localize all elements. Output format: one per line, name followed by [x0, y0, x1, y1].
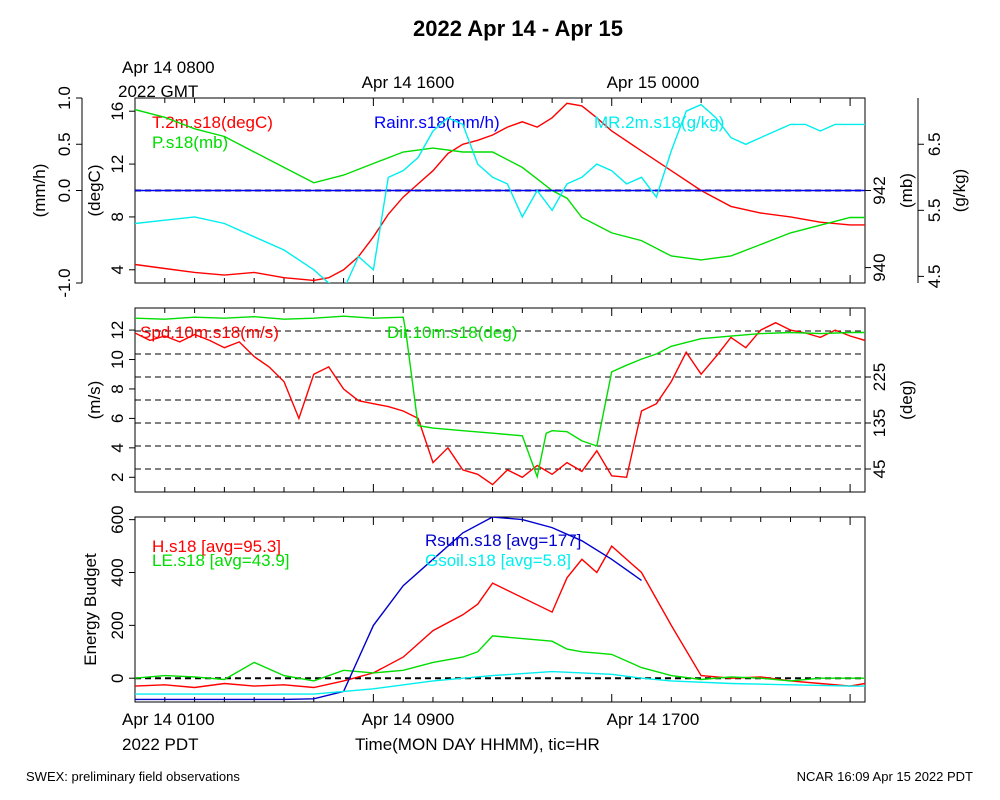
y-tick-label: 0 [108, 673, 127, 682]
series-line-2-1 [135, 635, 865, 682]
legend-label-1-1: Dir.10m.s18(deg) [387, 323, 517, 342]
series-line-2-2 [135, 517, 642, 701]
y-tick-label: 400 [108, 558, 127, 586]
bottom-time-labels: Apr 14 0100 2022 PDT Apr 14 0900 Apr 14 … [122, 710, 699, 754]
y-axis-label: (g/kg) [950, 169, 969, 212]
top-time-label-0b: 2022 GMT [118, 82, 198, 101]
y-tick-label: 45 [870, 460, 889, 479]
y-tick-label: 940 [870, 253, 889, 281]
series-line-1-0 [135, 321, 865, 486]
bottom-time-label-0b: 2022 PDT [122, 735, 199, 754]
y-tick-label: 200 [108, 611, 127, 639]
series-line-0-3 [135, 103, 865, 283]
y-tick-label: 0.0 [55, 179, 74, 203]
footer-left: SWEX: preliminary field observations [26, 769, 240, 784]
x-axis-label: Time(MON DAY HHMM), tic=HR [355, 735, 600, 754]
y-tick-label: 8 [108, 212, 127, 221]
series-line-0-0 [135, 102, 865, 282]
y-tick-label: 942 [870, 176, 889, 204]
top-time-label-2: Apr 15 0000 [607, 73, 700, 92]
panel-0: -1.0 0.0 0.5 1.0 (mm/h) 4 8 12 16 (degC) 940 942 (mb… [30, 86, 969, 297]
top-time-labels: Apr 14 0800 2022 GMT Apr 14 1600 Apr 15 … [118, 58, 699, 101]
y-axis-label: Energy Budget [81, 553, 100, 666]
y-axis-label: (mm/h) [30, 164, 49, 218]
y-axis-1-0: 2 4 6 8 10 12 (m/s) [85, 321, 135, 482]
legend-label-1-0: Spd.10m.s18(m/s) [140, 323, 279, 342]
y-tick-label: 12 [108, 155, 127, 174]
top-time-label-0: Apr 14 0800 [122, 58, 215, 77]
y-tick-label: 225 [870, 363, 889, 391]
y-tick-label: 2 [108, 473, 127, 482]
legend-label-2-0: H.s18 [avg=95.3] [152, 537, 281, 556]
y-tick-label: 1.0 [55, 86, 74, 110]
panels: -1.0 0.0 0.5 1.0 (mm/h) 4 8 12 16 (degC) 940 942 (mb… [30, 86, 969, 703]
legend-label-2-1: LE.s18 [avg=43.9] [152, 551, 290, 570]
y-tick-label: 0.5 [55, 132, 74, 156]
legend-label-0-0: T.2m.s18(degC) [152, 113, 273, 132]
y-tick-label: 10 [108, 350, 127, 369]
series-line-0-1 [135, 108, 865, 261]
y-axis-0-3: 4.5 5.5 6.5 (g/kg) [917, 98, 969, 289]
chart-title: 2022 Apr 14 - Apr 15 [413, 16, 623, 41]
footer-right: NCAR 16:09 Apr 15 2022 PDT [797, 769, 973, 784]
panel-2: 0 200 400 600 Energy Budget H.s18 [avg=95.3]L… [81, 505, 866, 703]
legend-label-0-2: Rainr.s18(mm/h) [374, 113, 500, 132]
bottom-time-label-2: Apr 14 1700 [607, 710, 700, 729]
legend-label-2-2: Rsum.s18 [avg=177] [425, 531, 581, 550]
bottom-time-label-1: Apr 14 0900 [362, 710, 455, 729]
series-line-1-1 [135, 315, 865, 480]
panel-1: 2 4 6 8 10 12 (m/s) 45 135 225 (deg) Spd.10m.s18(m/… [85, 307, 916, 493]
y-axis-0-0: -1.0 0.0 0.5 1.0 (mm/h) [30, 86, 83, 298]
y-tick-label: -1.0 [55, 268, 74, 297]
y-axis-1-1: 45 135 225 (deg) [865, 363, 916, 479]
y-axis-2-0: 0 200 400 600 Energy Budget [81, 505, 135, 683]
legend-label-2-3: Gsoil.s18 [avg=5.8] [425, 551, 571, 570]
y-tick-label: 8 [108, 384, 127, 393]
top-time-label-1: Apr 14 1600 [362, 73, 455, 92]
y-tick-label: 16 [108, 102, 127, 121]
y-tick-label: 4 [108, 265, 127, 274]
bottom-time-label-0: Apr 14 0100 [122, 710, 215, 729]
y-tick-label: 6.5 [925, 132, 944, 156]
series-line-2-3 [135, 670, 865, 695]
legend-label-0-1: P.s18(mb) [152, 133, 228, 152]
y-axis-label: (deg) [897, 380, 916, 420]
y-tick-label: 600 [108, 505, 127, 533]
y-axis-label: (degC) [85, 165, 104, 217]
y-axis-label: (mb) [897, 173, 916, 208]
y-tick-label: 12 [108, 321, 127, 340]
y-tick-label: 6 [108, 414, 127, 423]
y-axis-label: (m/s) [85, 381, 104, 420]
y-axis-0-1: 4 8 12 16 (degC) [85, 102, 135, 275]
y-tick-label: 5.5 [925, 199, 944, 223]
y-axis-0-2: 940 942 (mb) [865, 173, 916, 282]
y-tick-label: 4.5 [925, 265, 944, 289]
y-tick-label: 135 [870, 409, 889, 437]
y-tick-label: 4 [108, 443, 127, 452]
legend-label-0-3: MR.2m.s18(g/kg) [594, 113, 724, 132]
